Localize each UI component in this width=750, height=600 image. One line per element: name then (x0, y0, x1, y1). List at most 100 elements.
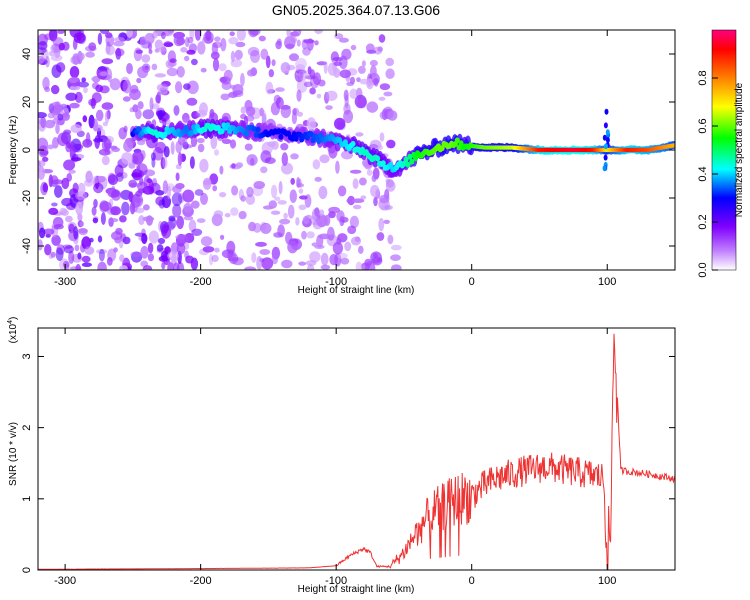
noise-blob (98, 248, 105, 262)
ridge-point (308, 131, 314, 138)
noise-blob (121, 201, 130, 216)
noise-blob (347, 225, 357, 235)
noise-blob (85, 132, 91, 146)
noise-blob (197, 41, 206, 55)
noise-blob (260, 150, 272, 164)
noise-blob (69, 66, 80, 78)
noise-blob (327, 62, 338, 76)
noise-blob (372, 78, 380, 84)
noise-blob (350, 236, 362, 246)
noise-blob (194, 112, 201, 118)
noise-blob (108, 218, 119, 223)
noise-blob (163, 42, 174, 47)
noise-blob (297, 111, 304, 117)
noise-blob (270, 210, 281, 215)
noise-blob (302, 215, 310, 225)
noise-blob (283, 212, 288, 220)
noise-blob (159, 86, 168, 96)
noise-blob (343, 109, 354, 124)
noise-blob (337, 252, 348, 259)
noise-blob (99, 201, 112, 212)
noise-blob (232, 90, 244, 98)
noise-blob (97, 32, 103, 45)
noise-blob (352, 178, 359, 190)
noise-blob (77, 252, 82, 260)
noise-blob (97, 261, 107, 270)
noise-blob (306, 231, 315, 239)
noise-blob (175, 81, 183, 94)
x-tick-label: -200 (190, 575, 212, 587)
x-tick-label: -100 (325, 575, 347, 587)
ridge-point (413, 155, 419, 162)
noise-blob (332, 241, 343, 255)
noise-blob (110, 189, 122, 201)
noise-blob (52, 118, 59, 125)
noise-blob (81, 236, 92, 250)
noise-blob (194, 30, 202, 41)
noise-blob (105, 44, 115, 56)
noise-blob (73, 226, 79, 240)
noise-blob (77, 81, 89, 88)
noise-blob (212, 57, 220, 72)
ridge-point (375, 155, 381, 162)
noise-blob (91, 206, 97, 216)
noise-blob (50, 251, 56, 258)
noise-blob (119, 265, 128, 270)
spike-blob (603, 143, 608, 150)
noise-blob (200, 192, 208, 205)
figure-title: GN05.2025.364.07.13.G06 (271, 2, 441, 18)
noise-blob (75, 263, 81, 270)
snr-y-axis-title: SNR (10 * v/v) (8, 422, 19, 486)
noise-blob (185, 255, 194, 264)
noise-blob (183, 215, 194, 221)
noise-blob (339, 69, 351, 79)
noise-blob (383, 91, 393, 97)
noise-blob (366, 101, 379, 113)
noise-blob (72, 53, 80, 65)
noise-blob (369, 144, 379, 149)
noise-blob (366, 49, 377, 54)
noise-blob (155, 141, 167, 154)
noise-blob (180, 47, 188, 53)
noise-blob (200, 67, 207, 73)
noise-blob (387, 234, 394, 245)
noise-blob (51, 84, 60, 95)
noise-blob (157, 110, 164, 121)
noise-blob (129, 201, 136, 215)
snr-x-axis-title: Height of straight line (km) (298, 584, 415, 595)
noise-blob (97, 66, 110, 71)
noise-blob (379, 132, 385, 142)
noise-blob (162, 157, 168, 169)
noise-blob (306, 117, 316, 131)
noise-blob (140, 150, 146, 160)
noise-blob (42, 156, 49, 162)
noise-blob (70, 124, 82, 134)
noise-blob (311, 242, 319, 247)
snr-panel: -300 -200 -100 0 100 0 1 2 3 Height of straight… (7, 317, 676, 595)
noise-blob (379, 194, 390, 204)
noise-blob (44, 33, 55, 41)
noise-blob (156, 244, 164, 252)
colorbar-tick-label: 0.4 (697, 166, 709, 181)
noise-blob (57, 132, 69, 147)
noise-blob (319, 154, 330, 164)
noise-blob (203, 31, 214, 44)
noise-blob (186, 97, 198, 106)
noise-blob (93, 182, 104, 194)
x-tick-label: 0 (469, 276, 475, 288)
noise-blob (250, 158, 255, 166)
noise-blob (359, 177, 367, 186)
ridge-point (388, 161, 394, 168)
noise-blob (84, 246, 95, 255)
noise-blob (293, 30, 302, 37)
noise-blob (358, 245, 364, 254)
noise-blob (261, 257, 274, 270)
noise-blob (167, 261, 174, 270)
noise-blob (88, 42, 97, 51)
noise-blob (235, 41, 246, 48)
noise-blob (229, 31, 235, 37)
noise-blob (107, 68, 113, 83)
noise-blob (202, 177, 212, 190)
spike-blob (603, 122, 608, 129)
